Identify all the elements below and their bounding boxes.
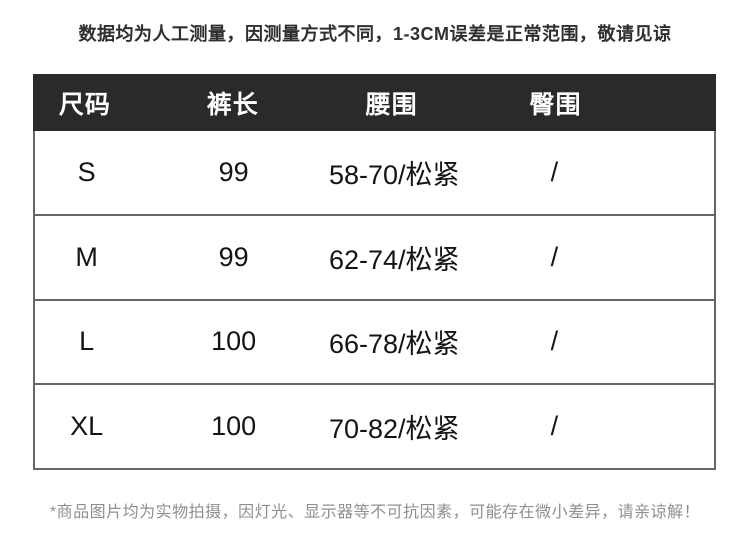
cell-size: M <box>75 241 98 272</box>
cell-waist: 70-82/松紧 <box>329 414 460 445</box>
cell-length: 99 <box>218 241 249 272</box>
cell-length: 100 <box>211 326 257 357</box>
cell-hip: / <box>550 156 559 187</box>
cell-length: 100 <box>211 411 257 442</box>
table-row-xl: XL 100 70-82/松紧 / <box>35 383 714 468</box>
column-header-size: 尺码 <box>58 90 111 119</box>
table-row-s: S 99 58-70/松紧 / <box>35 131 714 214</box>
cell-hip: / <box>550 326 559 357</box>
table-body: S 99 58-70/松紧 / M 99 62-74/松紧 / L 100 66… <box>35 131 714 468</box>
cell-size: S <box>77 156 96 187</box>
cell-hip: / <box>550 241 559 272</box>
photo-disclaimer-text: *商品图片均为实物拍摄，因灯光、显示器等不可抗因素，可能存在微小差异，请亲谅解！ <box>49 504 701 521</box>
table-row-l: L 100 66-78/松紧 / <box>35 298 714 384</box>
table-header-row: 尺码 裤长 腰围 臀围 <box>33 74 716 131</box>
size-chart-table: 尺码 裤长 腰围 臀围 S 99 58-70/松紧 / M 99 62-74/松… <box>33 74 716 470</box>
measurement-disclaimer-text: 数据均为人工测量，因测量方式不同，1-3CM误差是正常范围，敬请见谅 <box>78 24 672 44</box>
cell-waist: 66-78/松紧 <box>329 329 460 360</box>
cell-waist: 62-74/松紧 <box>329 244 460 275</box>
column-header-waist: 腰围 <box>365 90 418 119</box>
column-header-length: 裤长 <box>206 90 259 119</box>
cell-hip: / <box>550 411 559 442</box>
table-row-m: M 99 62-74/松紧 / <box>35 213 714 299</box>
cell-size: L <box>79 326 95 357</box>
cell-length: 99 <box>218 156 249 187</box>
cell-size: XL <box>70 411 104 442</box>
column-header-hip: 臀围 <box>529 90 582 119</box>
cell-waist: 58-70/松紧 <box>329 159 460 190</box>
